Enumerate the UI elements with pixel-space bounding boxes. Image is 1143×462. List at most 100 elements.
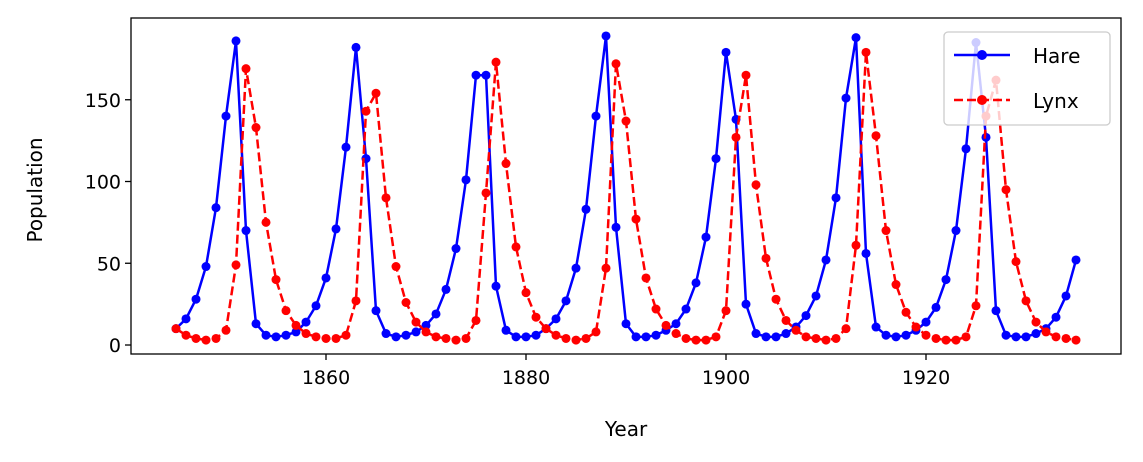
lynx-point	[621, 116, 631, 126]
hare-point	[191, 294, 201, 304]
lynx-point	[891, 280, 901, 290]
lynx-point	[561, 333, 571, 343]
hare-point	[591, 111, 601, 121]
lynx-point	[841, 324, 851, 334]
lynx-point	[811, 333, 821, 343]
hare-point	[441, 284, 451, 294]
lynx-point	[951, 335, 961, 345]
lynx-point	[1051, 332, 1061, 342]
hare-point	[431, 309, 441, 319]
lynx-point	[351, 296, 361, 306]
lynx-point	[851, 240, 861, 250]
hare-point	[621, 319, 631, 329]
lynx-point	[551, 330, 561, 340]
lynx-point	[1001, 185, 1011, 195]
hare-point	[551, 314, 561, 324]
legend-hare-label: Hare	[1033, 44, 1080, 68]
lynx-point	[721, 306, 731, 316]
hare-point	[1071, 255, 1081, 265]
x-tick-label: 1900	[702, 367, 750, 389]
hare-point	[241, 226, 251, 236]
lynx-point	[581, 333, 591, 343]
hare-point	[421, 320, 431, 330]
legend-box	[943, 31, 1111, 126]
lynx-point	[231, 260, 241, 270]
lynx-point	[911, 322, 921, 332]
lynx-point	[481, 188, 491, 198]
lynx-point	[321, 333, 331, 343]
hare-point	[611, 222, 621, 232]
lynx-point	[781, 315, 791, 325]
lynx-point	[301, 329, 311, 339]
lynx-point	[971, 301, 981, 311]
lynx-point	[1031, 317, 1041, 327]
hare-point	[721, 47, 731, 57]
hare-point	[521, 332, 531, 342]
hare-point	[641, 332, 651, 342]
hare-point	[291, 327, 301, 337]
hare-point	[601, 31, 611, 41]
hare-point	[821, 255, 831, 265]
lynx-point	[241, 64, 251, 74]
hare-point	[891, 332, 901, 342]
hare-point	[811, 291, 821, 301]
lynx-point	[341, 330, 351, 340]
series-lynx	[171, 47, 1081, 345]
hare-point	[501, 325, 511, 335]
lynx-point	[791, 325, 801, 335]
lynx-point	[641, 273, 651, 283]
lynx-point	[201, 335, 211, 345]
lynx-point	[701, 335, 711, 345]
hare-point	[771, 332, 781, 342]
lynx-point	[761, 253, 771, 263]
lynx-point	[251, 123, 261, 133]
hare-point	[861, 248, 871, 258]
lynx-point	[801, 332, 811, 342]
hare-point	[461, 175, 471, 185]
lynx-point	[401, 297, 411, 307]
lynx-point	[941, 335, 951, 345]
hare-point	[181, 314, 191, 324]
hare-point	[341, 142, 351, 152]
y-tick-label: 100	[85, 172, 121, 194]
lynx-point	[391, 262, 401, 272]
lynx-point	[291, 320, 301, 330]
hare-point	[251, 319, 261, 329]
hare-point	[651, 330, 661, 340]
lynx-point	[261, 217, 271, 227]
hare-point	[931, 302, 941, 312]
hare-point	[531, 330, 541, 340]
lynx-point	[331, 333, 341, 343]
lynx-point	[431, 332, 441, 342]
lynx-point	[571, 335, 581, 345]
lynx-point	[221, 325, 231, 335]
hare-point	[281, 330, 291, 340]
hare-point	[481, 70, 491, 80]
lynx-point	[441, 333, 451, 343]
lynx-point	[681, 333, 691, 343]
lynx-point	[461, 333, 471, 343]
hare-point	[991, 306, 1001, 316]
hare-point	[691, 278, 701, 288]
hare-point	[1031, 329, 1041, 339]
hare-point	[1061, 291, 1071, 301]
lynx-point	[871, 131, 881, 141]
lynx-point	[591, 327, 601, 337]
lynx-point	[281, 306, 291, 316]
hare-point	[271, 332, 281, 342]
lynx-point	[711, 332, 721, 342]
hare-point	[701, 232, 711, 242]
x-axis-label: Year	[604, 417, 648, 441]
hare-point	[231, 36, 241, 46]
lynx-point	[601, 263, 611, 273]
lynx-point	[1011, 257, 1021, 267]
hare-point	[781, 329, 791, 339]
y-tick-label: 150	[85, 90, 121, 112]
lynx-point	[901, 307, 911, 317]
legend-hare-marker	[977, 50, 987, 60]
lynx-point	[1071, 335, 1081, 345]
lynx-point	[831, 333, 841, 343]
hare-point	[211, 203, 221, 213]
lynx-point	[631, 214, 641, 224]
